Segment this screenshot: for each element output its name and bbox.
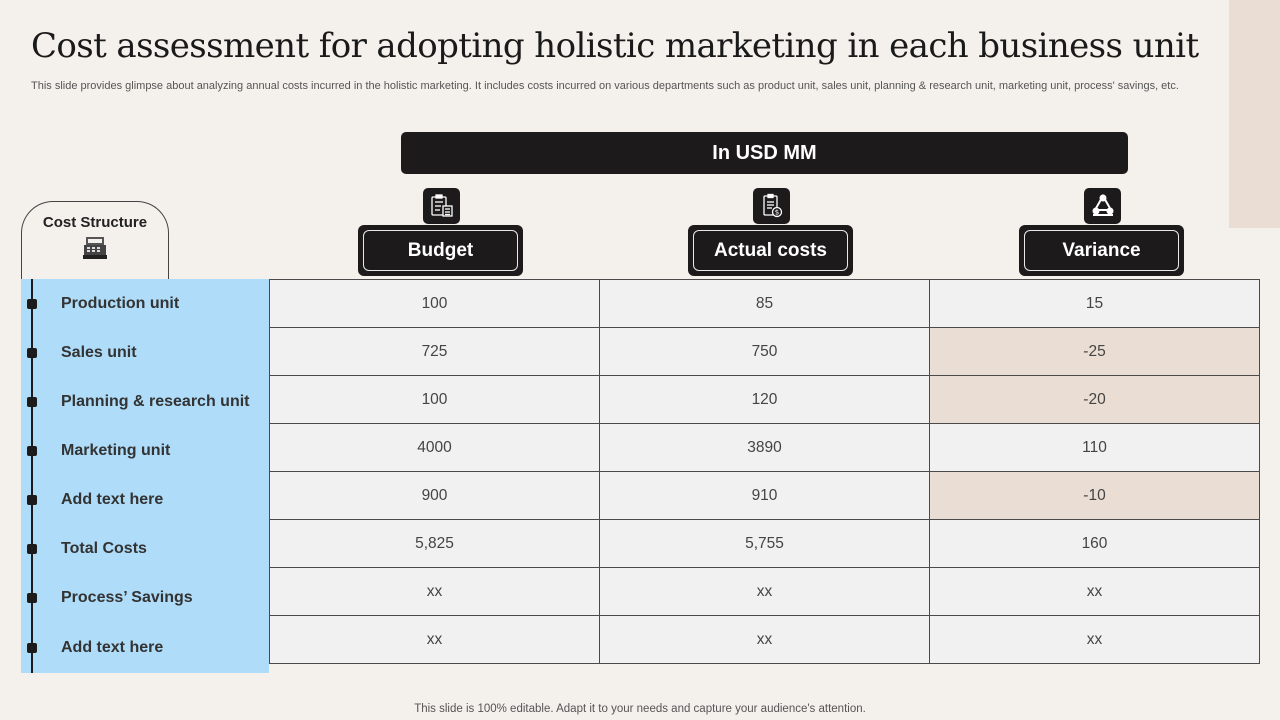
actual-cell: xx — [599, 615, 930, 664]
bullet-icon — [27, 593, 37, 603]
clipboard-calculator-icon — [423, 188, 460, 224]
column-header-budget: Budget — [358, 225, 523, 276]
actual-cell: 3890 — [599, 423, 930, 472]
cost-table: 100 85 15 725 750 -25 100 120 -20 4000 3… — [269, 279, 1260, 664]
budget-cell: 5,825 — [269, 519, 600, 568]
unit-banner: In USD MM — [401, 132, 1128, 174]
budget-cell: 100 — [269, 279, 600, 328]
row-label-text: Process’ Savings — [61, 589, 193, 606]
budget-cell: xx — [269, 615, 600, 664]
row-label-text: Add text here — [61, 639, 164, 656]
table-row: xx xx xx — [269, 567, 1260, 616]
svg-text:$: $ — [774, 209, 778, 217]
actual-cell: xx — [599, 567, 930, 616]
row-label: Process’ Savings — [21, 573, 269, 622]
column-header-actual-costs: Actual costs — [688, 225, 853, 276]
timeline-line — [31, 279, 33, 673]
table-row: 900 910 -10 — [269, 471, 1260, 520]
table-row: 100 85 15 — [269, 279, 1260, 328]
invoice-dollar-icon: $ — [753, 188, 790, 224]
row-label-text: Production unit — [61, 295, 180, 312]
budget-cell: 4000 — [269, 423, 600, 472]
cash-register-icon — [83, 237, 107, 259]
actual-cell: 85 — [599, 279, 930, 328]
variance-cell: xx — [929, 615, 1260, 664]
slide-title: Cost assessment for adopting holistic ma… — [31, 26, 1199, 66]
actual-cell: 120 — [599, 375, 930, 424]
row-label: Total Costs — [21, 524, 269, 573]
row-label: Add text here — [21, 475, 269, 524]
column-header-label: Variance — [1062, 239, 1141, 261]
variance-cell: 110 — [929, 423, 1260, 472]
slide-subtitle: This slide provides glimpse about analyz… — [31, 80, 1179, 92]
actual-cell: 910 — [599, 471, 930, 520]
column-header-label: Actual costs — [714, 239, 827, 261]
row-label-text: Sales unit — [61, 344, 137, 361]
table-row: xx xx xx — [269, 615, 1260, 664]
row-label-text: Total Costs — [61, 540, 147, 557]
triangle-cycle-icon — [1084, 188, 1121, 224]
actual-cell: 750 — [599, 327, 930, 376]
row-label: Production unit — [21, 279, 269, 328]
budget-cell: 900 — [269, 471, 600, 520]
corner-accent — [1229, 0, 1280, 228]
budget-cell: 725 — [269, 327, 600, 376]
budget-cell: 100 — [269, 375, 600, 424]
cost-structure-header: Cost Structure — [21, 201, 169, 280]
table-row: 4000 3890 110 — [269, 423, 1260, 472]
row-label-text: Planning & research unit — [61, 393, 250, 410]
variance-cell: xx — [929, 567, 1260, 616]
budget-cell: xx — [269, 567, 600, 616]
row-label: Sales unit — [21, 328, 269, 377]
actual-cell: 5,755 — [599, 519, 930, 568]
slide-footer: This slide is 100% editable. Adapt it to… — [414, 703, 866, 715]
column-header-variance: Variance — [1019, 225, 1184, 276]
row-label-text: Add text here — [61, 491, 164, 508]
table-row: 5,825 5,755 160 — [269, 519, 1260, 568]
bullet-icon — [27, 446, 37, 456]
variance-cell: 15 — [929, 279, 1260, 328]
row-label-panel: Production unit Sales unit Planning & re… — [21, 279, 269, 673]
variance-cell: -20 — [929, 375, 1260, 424]
cost-structure-label: Cost Structure — [42, 214, 148, 231]
bullet-icon — [27, 544, 37, 554]
table-row: 100 120 -20 — [269, 375, 1260, 424]
variance-cell: -25 — [929, 327, 1260, 376]
bullet-icon — [27, 495, 37, 505]
row-label-text: Marketing unit — [61, 442, 171, 459]
table-row: 725 750 -25 — [269, 327, 1260, 376]
bullet-icon — [27, 397, 37, 407]
column-header-label: Budget — [407, 239, 474, 261]
bullet-icon — [27, 299, 37, 309]
row-label: Planning & research unit — [21, 377, 269, 426]
row-label: Add text here — [21, 623, 269, 672]
unit-label: In USD MM — [712, 141, 817, 164]
bullet-icon — [27, 348, 37, 358]
bullet-icon — [27, 643, 37, 653]
row-label: Marketing unit — [21, 426, 269, 475]
variance-cell: -10 — [929, 471, 1260, 520]
variance-cell: 160 — [929, 519, 1260, 568]
